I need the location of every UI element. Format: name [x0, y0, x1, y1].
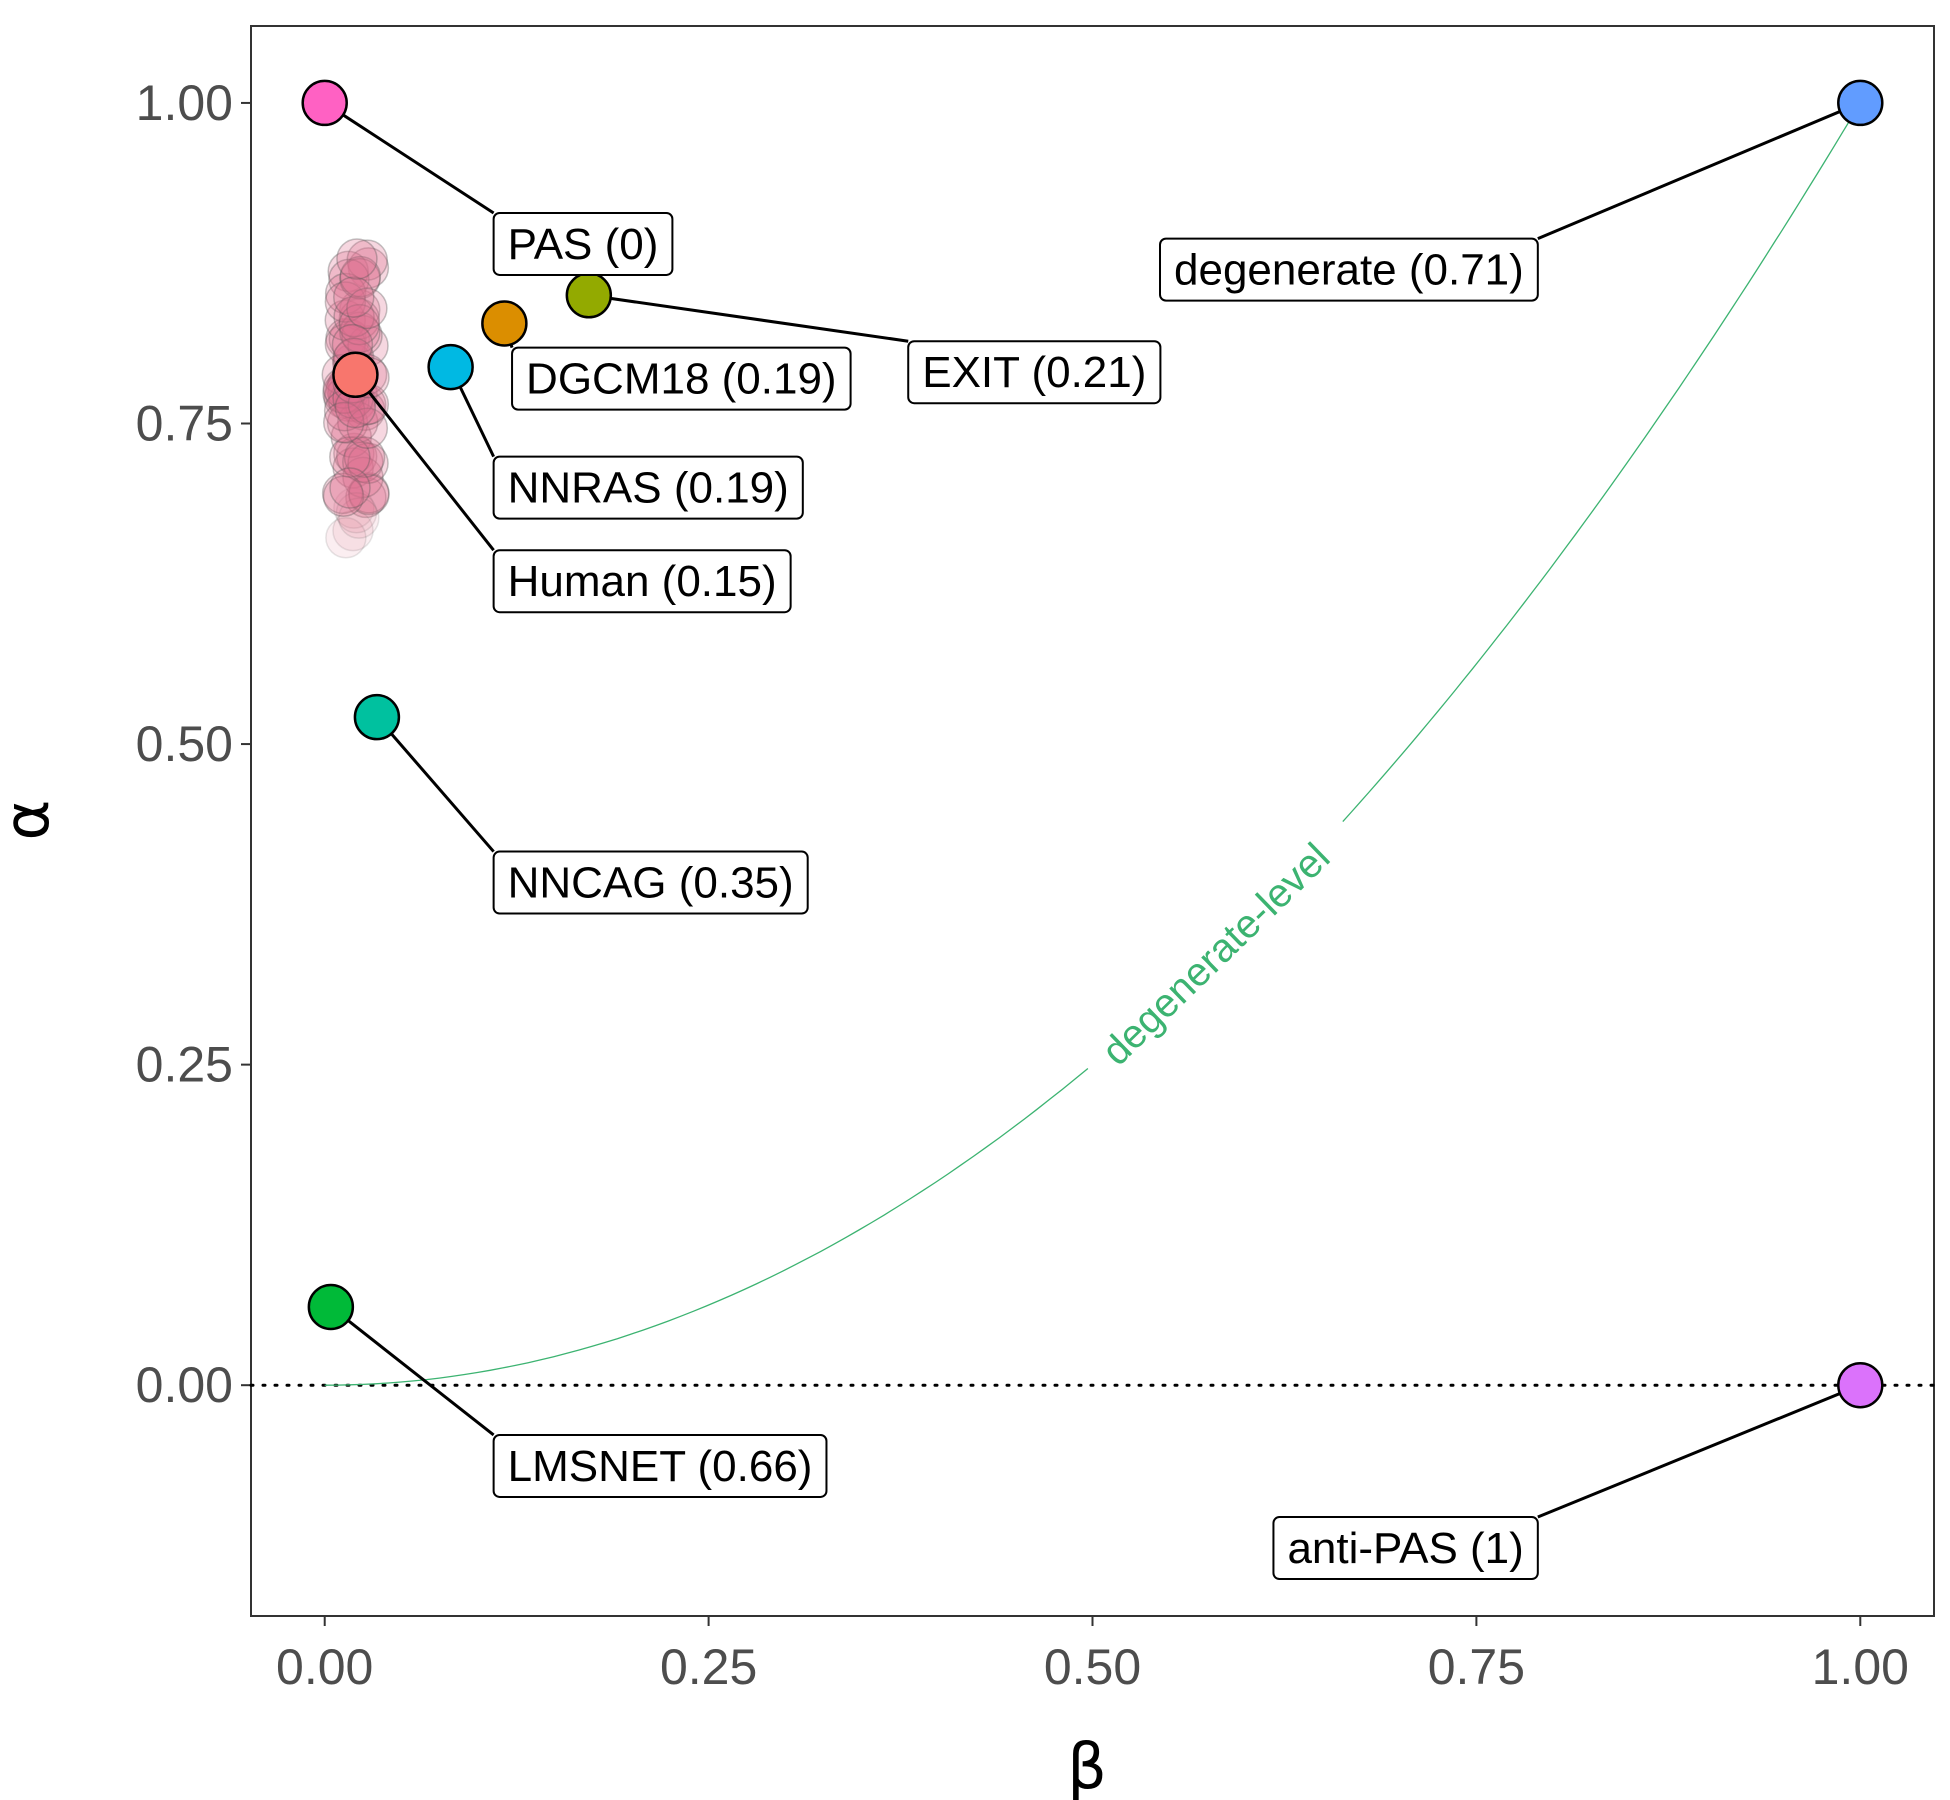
leader-line	[323, 101, 495, 215]
x-tick-label: 0.00	[276, 1639, 373, 1695]
human-cloud-point	[330, 416, 373, 458]
human-cloud-point	[333, 487, 375, 529]
y-tick-label: 0.00	[136, 1357, 233, 1413]
leader-lines	[323, 101, 1861, 1519]
human-cloud-point	[337, 401, 379, 444]
point-label-box	[492, 211, 674, 276]
human-cloud-point	[321, 472, 364, 515]
human-cloud-point	[333, 295, 375, 338]
human-cloud-point	[322, 401, 365, 444]
x-tick-label: 1.00	[1812, 1639, 1909, 1695]
x-tick-label: 0.50	[1044, 1639, 1141, 1695]
human-cloud-point	[333, 432, 375, 475]
human-cloud-point	[328, 258, 370, 301]
human-cloud-point	[336, 238, 378, 280]
human-cloud-point	[347, 442, 389, 484]
point-labels: PAS (0) degenerate (0.71) EXIT (0.21) DGCM1…	[492, 211, 1539, 1581]
point-label-text: NNCAG (0.35)	[508, 859, 794, 908]
human-cloud-point	[326, 402, 369, 444]
human-cloud-point	[338, 497, 380, 539]
y-tick-label: 0.75	[136, 396, 233, 452]
human-cloud-point	[348, 472, 390, 514]
human-cloud-point	[346, 239, 388, 281]
degenerate-curve-segment	[324, 1067, 1089, 1386]
data-point	[301, 79, 348, 127]
point-label-text: anti-PAS (1)	[1287, 1524, 1523, 1573]
human-cloud-point	[324, 272, 367, 315]
leader-line	[1537, 101, 1861, 241]
human-cloud-point	[324, 281, 367, 323]
axes: 0.00 0.25 0.50 0.75 1.00 0.00 0.25 0.50 0.75 1.00	[136, 75, 1909, 1695]
point-label-text: Human (0.15)	[508, 557, 777, 606]
point-label-box	[492, 455, 804, 520]
human-cloud-point	[345, 476, 387, 519]
human-cloud-point	[342, 456, 384, 499]
data-point	[1837, 1361, 1884, 1409]
human-cloud-point	[342, 441, 384, 483]
panel-background	[250, 25, 1935, 1617]
point-label-box	[1272, 1516, 1539, 1581]
human-cloud-point	[327, 250, 369, 293]
data-point	[353, 693, 401, 741]
human-cloud-point	[335, 435, 378, 478]
human-cloud-point	[343, 436, 386, 478]
human-cloud-point	[339, 289, 381, 331]
human-cloud-point	[335, 492, 378, 534]
human-cloud-point	[329, 436, 371, 478]
data-point	[307, 1283, 355, 1331]
human-cloud-point	[333, 276, 375, 318]
point-label-box	[492, 850, 809, 915]
point-label-box	[907, 340, 1162, 405]
x-axis-title: β	[1067, 1730, 1107, 1800]
human-cloud-point	[329, 467, 371, 509]
point-label-text: LMSNET (0.66)	[508, 1442, 813, 1491]
point-label-box	[1159, 237, 1539, 302]
data-points	[301, 79, 1884, 1409]
human-cloud-point	[332, 509, 374, 552]
human-cloud-point	[325, 517, 367, 559]
data-point	[332, 351, 379, 399]
human-cloud-point	[322, 475, 365, 518]
human-cloud-point	[332, 447, 374, 489]
leader-line	[1537, 1383, 1861, 1519]
leader-line	[375, 716, 495, 853]
point-label-box	[492, 1433, 828, 1498]
human-cloud-point	[346, 287, 388, 330]
human-cloud-point	[339, 255, 382, 298]
point-label-text: EXIT (0.21)	[922, 348, 1146, 397]
point-label-text: DGCM18 (0.19)	[526, 355, 837, 404]
human-cloud-point	[348, 473, 390, 516]
human-cloud-point	[338, 303, 381, 346]
point-label-text: NNRAS (0.19)	[508, 464, 789, 513]
human-cloud-point	[347, 247, 390, 289]
data-point	[481, 300, 528, 347]
y-axis-title: α	[0, 800, 63, 841]
human-point-cloud	[321, 238, 390, 559]
point-label-text: degenerate (0.71)	[1174, 246, 1524, 295]
human-cloud-point	[346, 407, 389, 450]
leader-line	[354, 373, 495, 552]
leader-line	[329, 1305, 495, 1437]
y-tick-label: 0.25	[136, 1037, 233, 1093]
degenerate-curve-segment	[1342, 102, 1861, 823]
human-cloud-point	[324, 299, 366, 341]
human-cloud-point	[339, 257, 381, 300]
data-point	[1837, 79, 1884, 127]
data-point	[565, 272, 613, 319]
point-label-box	[511, 346, 852, 411]
x-tick-label: 0.75	[1428, 1639, 1525, 1695]
data-point	[427, 343, 474, 391]
x-tick-label: 0.25	[660, 1639, 757, 1695]
leader-line	[588, 293, 909, 343]
human-cloud-point	[338, 298, 381, 340]
point-label-text: PAS (0)	[508, 220, 659, 269]
y-tick-label: 1.00	[136, 75, 233, 131]
y-tick-label: 0.50	[136, 716, 233, 772]
point-label-box	[492, 549, 792, 614]
